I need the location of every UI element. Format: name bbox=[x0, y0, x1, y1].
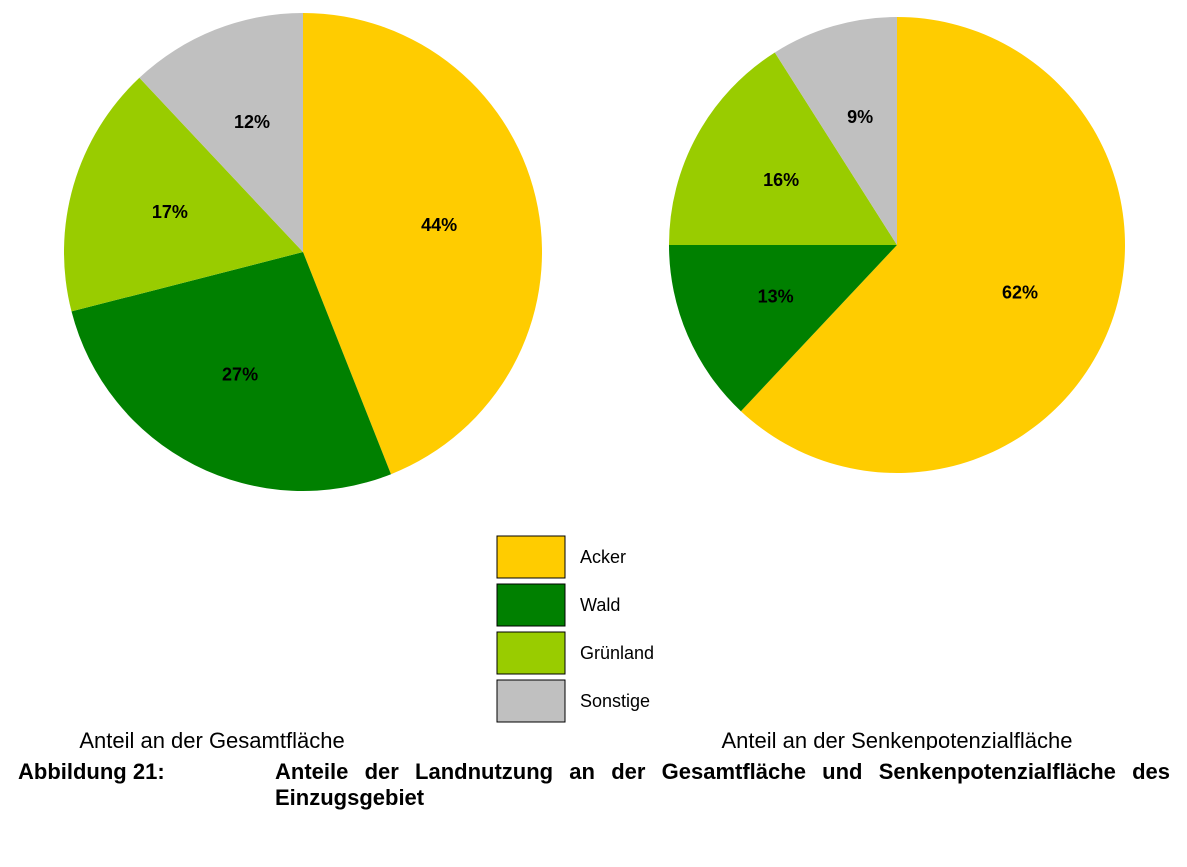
caption-text: Anteile der Landnutzung an der Gesamtflä… bbox=[275, 759, 1170, 810]
legend-label: Acker bbox=[580, 547, 626, 567]
legend-swatch bbox=[496, 631, 566, 675]
legend-swatch bbox=[496, 583, 566, 627]
pie-slice bbox=[71, 252, 391, 491]
chart: 44% 27% 17% 12% Anteil an der Gesamtfläche 62… bbox=[64, 13, 1126, 750]
value-label: 27% bbox=[222, 364, 258, 384]
pie-slice bbox=[669, 52, 897, 246]
value-label: 16% bbox=[763, 170, 799, 190]
pie-slice bbox=[64, 77, 304, 312]
pie-slice bbox=[774, 17, 897, 245]
value-label: 13% bbox=[758, 286, 794, 306]
pie-slice bbox=[139, 13, 303, 252]
legend-label: Wald bbox=[580, 595, 620, 615]
caption-label: Abbildung 21: bbox=[18, 759, 165, 784]
legend-label: Sonstige bbox=[580, 691, 650, 711]
chart-subtitle: Anteil an der Senkenpotenzialfläche bbox=[721, 728, 1072, 750]
value-label: 12% bbox=[234, 112, 270, 132]
value-label: 17% bbox=[152, 202, 188, 222]
pie-slice bbox=[303, 13, 542, 475]
legend-swatch bbox=[496, 679, 566, 723]
pie-slice bbox=[669, 245, 897, 412]
legend-label: Grünland bbox=[580, 643, 654, 663]
value-label: 9% bbox=[847, 107, 873, 127]
chart-subtitle: Anteil an der Gesamtfläche bbox=[79, 728, 344, 750]
value-label: 62% bbox=[1002, 282, 1038, 302]
pie-slice bbox=[740, 17, 1126, 473]
legend-swatch bbox=[496, 535, 566, 579]
value-label: 44% bbox=[421, 215, 457, 235]
